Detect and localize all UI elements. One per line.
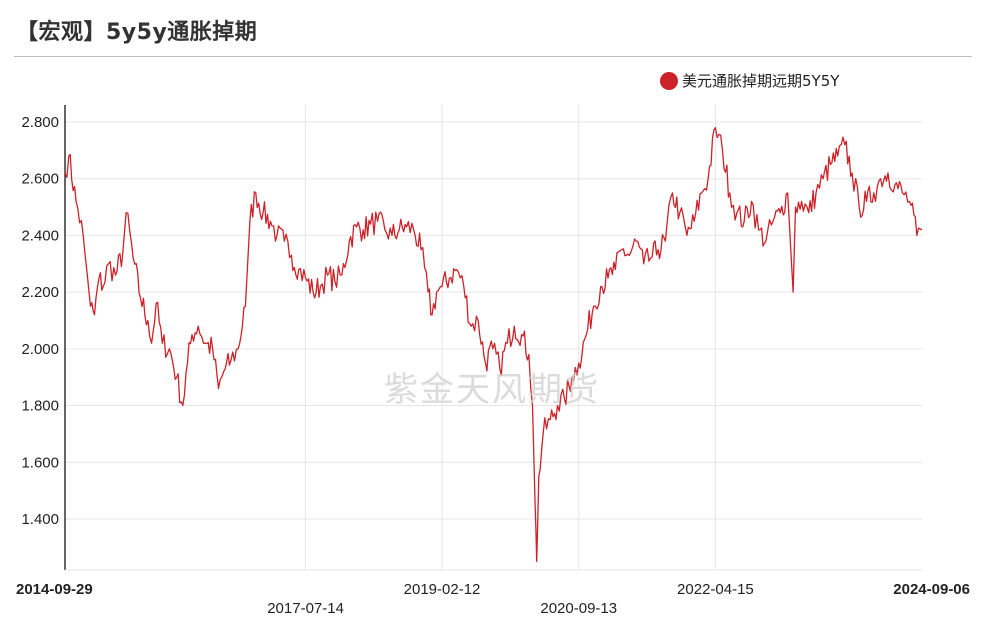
axes — [64, 105, 922, 571]
x-tick-labels: 2014-09-29 2017-07-14 2019-02-12 2020-09-13… — [16, 581, 970, 617]
y-tick-label: 2.000 — [21, 341, 59, 358]
y-tick-label: 2.400 — [21, 227, 59, 244]
gridlines — [65, 105, 922, 570]
series-line[interactable] — [64, 127, 923, 563]
x-tick-label: 2024-09-06 — [893, 581, 970, 598]
legend-label: 美元通胀掉期远期5Y5Y — [682, 72, 840, 90]
legend-marker — [660, 71, 678, 90]
y-tick-label: 2.200 — [21, 284, 59, 301]
y-tick-label: 1.600 — [21, 454, 59, 471]
title-divider — [14, 56, 972, 57]
x-tick-label: 2020-09-13 — [540, 600, 617, 617]
y-tick-label: 2.600 — [21, 171, 59, 188]
chart-title: 【宏观】5y5y通胀掉期 — [16, 20, 258, 45]
x-tick-label: 2017-07-14 — [267, 600, 344, 617]
x-tick-label: 2019-02-12 — [404, 581, 481, 598]
chart-legend[interactable]: 美元通胀掉期远期5Y5Y — [660, 70, 839, 91]
y-tick-label: 1.800 — [21, 398, 59, 415]
y-tick-labels: 1.400 1.600 1.800 2.000 2.200 2.400 2.600 2.800 — [21, 114, 59, 528]
x-tick-label: 2022-04-15 — [677, 581, 754, 598]
x-tick-label: 2014-09-29 — [16, 581, 93, 598]
y-tick-label: 2.800 — [21, 114, 59, 131]
y-tick-label: 1.400 — [21, 511, 59, 528]
